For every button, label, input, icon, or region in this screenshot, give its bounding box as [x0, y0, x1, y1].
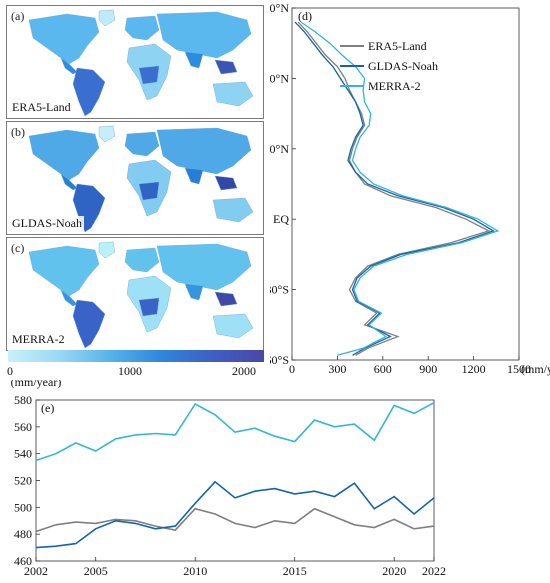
continent-north-america	[28, 13, 100, 65]
colorbar-tick: 2000	[232, 364, 256, 378]
x-tick-label: 900	[419, 362, 437, 376]
panel-letter: (b)	[11, 125, 25, 139]
panel-letter: (d)	[298, 9, 312, 23]
y-tick-label: 60°N	[270, 71, 289, 85]
map-label: MERRA-2	[10, 332, 67, 347]
y-tick-label: 30°S	[270, 283, 289, 297]
timeseries-chart: (mm/year) (e) 460 480 500 520 540 560 580 2002 200…	[11, 380, 446, 578]
continent-australia	[212, 81, 254, 107]
map-label: GLDAS-Noah	[10, 216, 84, 231]
y-tick-label: 30°N	[270, 142, 289, 156]
map-panel-era5: (a) ERA5-Land	[6, 5, 264, 119]
continent-asia	[156, 243, 252, 291]
continent-central-africa	[138, 181, 160, 201]
legend-label: GLDAS-Noah	[368, 59, 438, 73]
y-tick-label: 60°S	[270, 353, 289, 367]
y-tick-label: 90°N	[270, 1, 289, 15]
x-tick-label: 2020	[382, 564, 406, 578]
x-tick-label: 2005	[84, 564, 108, 578]
x-tick-label: 2002	[24, 564, 48, 578]
series-line-era5-land	[35, 507, 435, 533]
y-tick-label: 500	[14, 500, 32, 514]
y-tick-label: EQ	[273, 212, 289, 226]
continent-north-america	[28, 245, 100, 297]
colorbar-tick: 1000	[118, 364, 142, 378]
x-tick-label: 600	[374, 362, 392, 376]
continent-central-africa	[138, 65, 160, 85]
continent-southeast-asia	[214, 175, 238, 191]
x-tick-label: 2010	[183, 564, 207, 578]
series-line-merra-2	[35, 401, 435, 462]
continent-central-america	[60, 289, 78, 307]
legend-label: ERA5-Land	[368, 39, 427, 53]
x-tick-label: 2022	[422, 564, 446, 578]
continent-south-asia	[184, 51, 204, 69]
map-label: ERA5-Land	[10, 100, 73, 115]
x-tick-label: 0	[289, 362, 295, 376]
continent-greenland	[98, 125, 116, 143]
continent-europe	[124, 131, 160, 157]
series-line-gldas-noah	[35, 480, 435, 549]
y-tick-label: 460	[14, 554, 32, 568]
legend-label: MERRA-2	[368, 79, 421, 93]
world-map-gldas	[28, 125, 254, 233]
continent-south-america	[72, 299, 106, 349]
continent-south-asia	[184, 283, 204, 301]
panel-letter: (e)	[41, 401, 54, 415]
continent-central-africa	[138, 297, 160, 317]
x-tick-label: 2015	[283, 564, 307, 578]
colorbar-tick: 0	[7, 364, 13, 378]
continent-asia	[156, 11, 252, 59]
series-line-gldas-noah	[294, 21, 495, 356]
x-tick-label: 1500	[507, 362, 531, 376]
y-axis-label: (mm/year)	[11, 380, 62, 389]
map-panel-merra: (c) MERRA-2	[6, 237, 264, 351]
world-map-merra	[28, 241, 254, 349]
x-axis-label: (mm/year)	[521, 362, 550, 376]
continent-europe	[124, 15, 160, 41]
continent-australia	[212, 313, 254, 339]
continent-australia	[212, 197, 254, 223]
colorbar	[8, 350, 264, 362]
panel-letter: (c)	[11, 241, 25, 255]
continent-north-america	[28, 129, 100, 181]
continent-central-america	[60, 173, 78, 191]
y-tick-label: 580	[14, 393, 32, 407]
panel-letter: (a)	[11, 9, 25, 23]
continent-south-asia	[184, 167, 204, 185]
continent-south-america	[72, 67, 106, 117]
continent-europe	[124, 247, 160, 273]
plot-frame	[35, 399, 435, 562]
continent-southeast-asia	[214, 59, 238, 75]
y-tick-label: 540	[14, 447, 32, 461]
continent-asia	[156, 127, 252, 175]
series-line-era5-land	[297, 21, 491, 356]
y-tick-label: 560	[14, 420, 32, 434]
x-tick-label: 300	[328, 362, 346, 376]
latitude-profile-chart: (d) 90°N 60°N 30°N EQ 30°S 60°S0 300 600 900 1200 1…	[270, 1, 550, 376]
series-line-merra-2	[300, 21, 500, 356]
world-map-era5	[28, 9, 254, 117]
continent-southeast-asia	[214, 291, 238, 307]
continent-greenland	[98, 241, 116, 259]
y-tick-label: 520	[14, 474, 32, 488]
continent-central-america	[60, 57, 78, 75]
y-tick-label: 480	[14, 527, 32, 541]
map-panel-gldas: (b) GLDAS-Noah	[6, 121, 264, 235]
x-tick-label: 1200	[462, 362, 486, 376]
continent-greenland	[98, 9, 116, 27]
plot-frame	[291, 7, 520, 361]
